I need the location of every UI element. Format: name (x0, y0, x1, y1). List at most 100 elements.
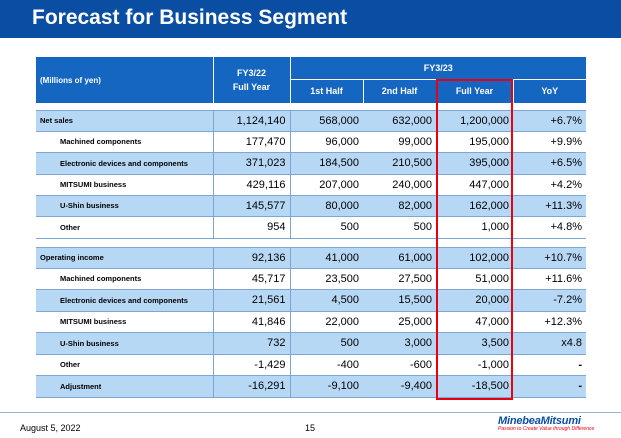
cell-yoy: -7.2% (513, 289, 586, 312)
cell-first-half: 500 (290, 216, 363, 239)
cell-fy22: -16,291 (212, 375, 291, 398)
table-row: MITSUMI business 41,846 22,000 25,000 47… (36, 311, 586, 333)
cell-full-year: 395,000 (436, 152, 513, 175)
table-row: U-Shin business 732 500 3,000 3,500 x4.8 (36, 332, 586, 355)
cell-fy22: 177,470 (212, 131, 291, 153)
logo-wordmark: MinebeaMitsumi (498, 415, 581, 427)
cell-second-half: 61,000 (363, 247, 436, 269)
header-fy22-year: FY3/22 (236, 68, 267, 78)
header-first-half: 1st Half (290, 79, 364, 103)
table-row: Electronic devices and components 21,561… (36, 289, 586, 312)
cell-second-half: -600 (363, 354, 436, 376)
row-label: MITSUMI business (36, 174, 213, 196)
cell-fy22: 371,023 (212, 152, 291, 175)
cell-yoy: - (513, 375, 586, 398)
cell-fy22: 21,561 (212, 289, 291, 312)
footer-date: August 5, 2022 (20, 423, 81, 433)
cell-second-half: 82,000 (363, 195, 436, 217)
cell-yoy: +12.3% (513, 311, 586, 333)
cell-first-half: 96,000 (290, 131, 363, 153)
cell-yoy: +11.6% (513, 268, 586, 290)
cell-fy22: 41,846 (212, 311, 291, 333)
page-number: 15 (305, 423, 316, 433)
cell-full-year: 3,500 (436, 332, 513, 355)
cell-fy22: 954 (212, 216, 291, 239)
company-logo: MinebeaMitsumi Passion to Create Value t… (498, 415, 614, 432)
cell-first-half: 22,000 (290, 311, 363, 333)
table-row: Other 954 500 500 1,000 +4.8% (36, 216, 586, 239)
cell-yoy: +10.7% (513, 247, 586, 269)
cell-second-half: -9,400 (363, 375, 436, 398)
cell-full-year: -18,500 (436, 375, 513, 398)
page-title: Forecast for Business Segment (32, 6, 348, 29)
cell-first-half: 207,000 (290, 174, 363, 196)
title-bar: Forecast for Business Segment (0, 0, 621, 38)
cell-second-half: 632,000 (363, 110, 436, 132)
header-fy22: FY3/22 Full Year (212, 57, 291, 103)
row-label: Other (36, 216, 213, 239)
spacer-row (36, 238, 586, 248)
cell-yoy: +4.8% (513, 216, 586, 239)
cell-second-half: 25,000 (363, 311, 436, 333)
row-label: Machined components (36, 131, 213, 153)
cell-full-year: 1,000 (436, 216, 513, 239)
cell-second-half: 27,500 (363, 268, 436, 290)
row-label: U-Shin business (36, 332, 213, 355)
header-fy22-full-year: Full Year (232, 82, 271, 92)
cell-first-half: 41,000 (290, 247, 363, 269)
table-row: Adjustment -16,291 -9,100 -9,400 -18,500… (36, 375, 586, 398)
cell-yoy: +4.2% (513, 174, 586, 196)
cell-fy22: 92,136 (212, 247, 291, 269)
row-label: Other (36, 354, 213, 376)
cell-full-year: 47,000 (436, 311, 513, 333)
table-row: Machined components 177,470 96,000 99,00… (36, 131, 586, 153)
cell-full-year: -1,000 (436, 354, 513, 376)
cell-first-half: 500 (290, 332, 363, 355)
cell-full-year: 447,000 (436, 174, 513, 196)
forecast-table: (Millions of yen) FY3/22 Full Year FY3/2… (36, 57, 586, 398)
cell-second-half: 3,000 (363, 332, 436, 355)
cell-yoy: +11.3% (513, 195, 586, 217)
row-label: Operating income (36, 247, 213, 269)
cell-yoy: +6.5% (513, 152, 586, 175)
table-row: U-Shin business 145,577 80,000 82,000 16… (36, 195, 586, 217)
cell-full-year: 1,200,000 (436, 110, 513, 132)
row-label: Machined components (36, 268, 213, 290)
cell-fy22: -1,429 (212, 354, 291, 376)
cell-first-half: -9,100 (290, 375, 363, 398)
header-units: (Millions of yen) (36, 57, 213, 103)
table-row: MITSUMI business 429,116 207,000 240,000… (36, 174, 586, 196)
table-row: Electronic devices and components 371,02… (36, 152, 586, 175)
cell-yoy: - (513, 354, 586, 376)
cell-fy22: 45,717 (212, 268, 291, 290)
cell-full-year: 51,000 (436, 268, 513, 290)
cell-fy22: 1,124,140 (212, 110, 291, 132)
cell-full-year: 162,000 (436, 195, 513, 217)
footer-divider (0, 412, 621, 413)
row-label: U-Shin business (36, 195, 213, 217)
cell-yoy: +9.9% (513, 131, 586, 153)
cell-fy22: 429,116 (212, 174, 291, 196)
cell-first-half: 184,500 (290, 152, 363, 175)
spacer-row (36, 103, 586, 111)
row-label: Net sales (36, 110, 213, 132)
table-row: Machined components 45,717 23,500 27,500… (36, 268, 586, 290)
row-label: Electronic devices and components (36, 289, 213, 312)
cell-yoy: +6.7% (513, 110, 586, 132)
cell-fy22: 145,577 (212, 195, 291, 217)
cell-full-year: 195,000 (436, 131, 513, 153)
cell-second-half: 99,000 (363, 131, 436, 153)
header-fy23: FY3/23 (290, 57, 586, 80)
row-label: MITSUMI business (36, 311, 213, 333)
cell-second-half: 240,000 (363, 174, 436, 196)
logo-tagline: Passion to Create Value through Differen… (498, 426, 595, 432)
cell-full-year: 20,000 (436, 289, 513, 312)
table-row: Operating income 92,136 41,000 61,000 10… (36, 247, 586, 269)
header-second-half: 2nd Half (363, 79, 437, 103)
table-row: Net sales 1,124,140 568,000 632,000 1,20… (36, 110, 586, 132)
row-label: Adjustment (36, 375, 213, 398)
cell-second-half: 500 (363, 216, 436, 239)
cell-first-half: 23,500 (290, 268, 363, 290)
cell-first-half: 4,500 (290, 289, 363, 312)
cell-first-half: 568,000 (290, 110, 363, 132)
